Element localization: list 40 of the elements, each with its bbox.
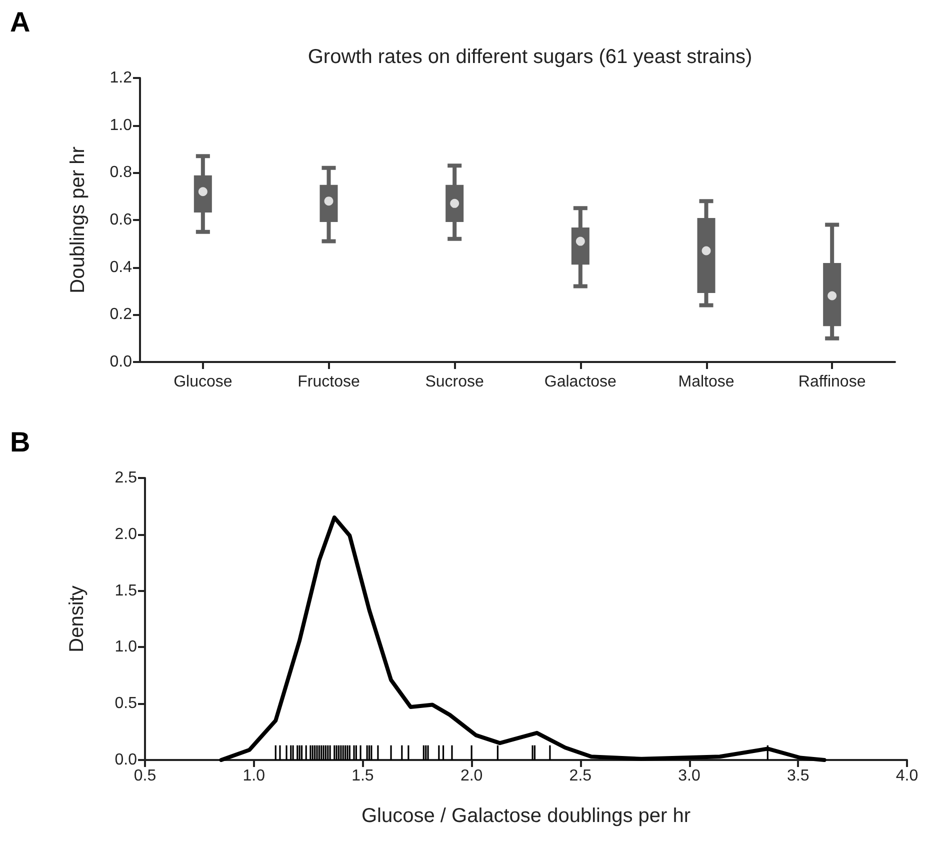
text: A (10, 6, 30, 38)
y-tick-label: 0.6 (110, 212, 132, 228)
point (198, 187, 208, 196)
y-tick-label: 2.0 (114, 526, 138, 543)
x-tick-label: 4.0 (896, 768, 918, 784)
line-series (219, 515, 826, 762)
y-axis-title: Doublings per hr (67, 146, 89, 294)
y-tick-label: 0.2 (110, 306, 132, 324)
x-tick-label: 3.5 (787, 768, 810, 784)
x-axis-title: Glucose / Galactose doublings per hr (361, 805, 691, 827)
y-axis-title: Density (66, 586, 88, 652)
y-tick-label: 0.0 (114, 752, 138, 768)
x-tick-label: Raffinose (798, 374, 866, 390)
x-tick-label: 0.5 (134, 768, 156, 784)
x-tick-label: Maltose (678, 374, 734, 390)
y-tick-label: 0.5 (114, 695, 138, 712)
chart-title: Growth rates on different sugars (61 yeast strains) (308, 46, 752, 68)
point (450, 198, 460, 208)
y-tick-label: 1.5 (114, 582, 138, 600)
point (324, 196, 334, 206)
y-tick-label: 2.5 (114, 470, 138, 486)
x-tick-label: Glucose (174, 374, 232, 390)
point (702, 246, 711, 256)
point (576, 236, 585, 246)
x-tick-label: 3.0 (678, 768, 701, 784)
x-tick-label: Sucrose (425, 374, 484, 390)
y-tick-label: 1.0 (114, 638, 138, 656)
x-tick-label: Galactose (544, 374, 617, 390)
y-tick-label: 0.0 (110, 354, 132, 370)
point (828, 291, 837, 300)
x-tick-label: 2.0 (460, 768, 483, 784)
y-tick-label: 1.0 (110, 116, 132, 134)
x-tick-label: 1.5 (352, 768, 374, 784)
x-tick-label: 2.5 (569, 768, 592, 784)
y-tick-label: 1.2 (110, 70, 132, 86)
y-tick-label: 0.4 (110, 258, 132, 276)
x-tick-label: Fructose (298, 374, 360, 390)
text: B (10, 426, 30, 458)
x-tick-label: 1.0 (242, 768, 266, 784)
y-tick-label: 0.8 (110, 164, 132, 182)
